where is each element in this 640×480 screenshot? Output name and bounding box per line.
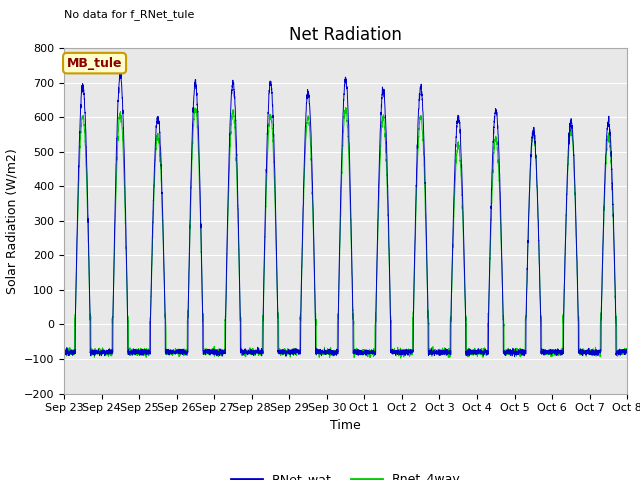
RNet_wat bbox=[116, 71, 124, 76]
Rnet_4way bbox=[397, 355, 404, 361]
Line: RNet_wat: RNet_wat bbox=[64, 73, 627, 357]
Legend: RNet_wat, Rnet_4way: RNet_wat, Rnet_4way bbox=[226, 468, 465, 480]
Y-axis label: Solar Radiation (W/m2): Solar Radiation (W/m2) bbox=[5, 148, 18, 294]
Rnet_4way bbox=[441, 349, 449, 355]
Rnet_4way bbox=[623, 348, 630, 353]
Text: No data for f_RNet_tule: No data for f_RNet_tule bbox=[64, 10, 195, 20]
Rnet_4way bbox=[504, 350, 512, 356]
RNet_wat bbox=[325, 349, 333, 355]
RNet_wat bbox=[441, 347, 449, 353]
X-axis label: Time: Time bbox=[330, 419, 361, 432]
RNet_wat bbox=[60, 349, 68, 355]
RNet_wat bbox=[623, 349, 630, 355]
RNet_wat bbox=[161, 349, 169, 355]
Text: MB_tule: MB_tule bbox=[67, 57, 122, 70]
RNet_wat bbox=[511, 354, 518, 360]
Rnet_4way bbox=[60, 351, 68, 357]
Title: Net Radiation: Net Radiation bbox=[289, 25, 402, 44]
Rnet_4way bbox=[472, 349, 480, 355]
RNet_wat bbox=[504, 351, 512, 357]
RNet_wat bbox=[623, 348, 631, 354]
RNet_wat bbox=[472, 352, 480, 358]
Rnet_4way bbox=[342, 105, 349, 110]
Rnet_4way bbox=[623, 347, 631, 353]
Rnet_4way bbox=[161, 314, 169, 320]
Line: Rnet_4way: Rnet_4way bbox=[64, 108, 627, 358]
Rnet_4way bbox=[324, 350, 332, 356]
